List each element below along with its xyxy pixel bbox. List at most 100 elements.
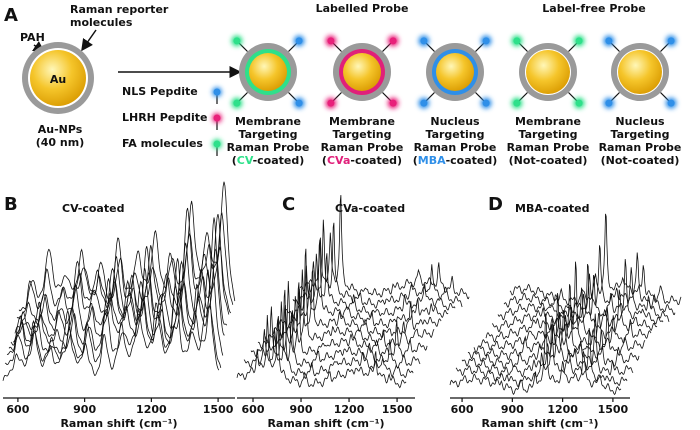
ligand-dot (389, 37, 397, 45)
spectrum-trace (14, 207, 232, 334)
x-tick-label: 1200 (547, 403, 578, 416)
legend-dot (213, 114, 221, 122)
pointer (81, 29, 97, 52)
coating-part: ( (322, 154, 327, 167)
spectrum-trace (18, 181, 236, 312)
gold-core (30, 50, 86, 106)
x-axis-label: Raman shift (cm⁻¹) (267, 417, 384, 430)
probe-core (526, 50, 570, 94)
spectrum-trace (485, 287, 658, 343)
spectrum-panel: B CV-coated 600 900 1200 1500 Raman shift (cm⁻… (2, 181, 236, 430)
ligand-dot (327, 37, 335, 45)
ligand-dot (605, 37, 613, 45)
spectrum-trace (236, 314, 407, 389)
np-caption: (40 nm) (36, 136, 85, 149)
x-tick-label: 600 (451, 403, 474, 416)
coating-part: ( (232, 154, 237, 167)
coating-part: CV (237, 154, 254, 167)
probe-core (618, 50, 662, 94)
probe-caption: Membrane (515, 115, 581, 128)
legend-label: FA molecules (122, 137, 203, 150)
ligand-dot (233, 37, 241, 45)
probe-coating: (MBA-coated) (413, 154, 498, 167)
legend-dot (213, 88, 221, 96)
spectrum-trace (278, 239, 449, 330)
spectrum-trace (491, 259, 664, 333)
spectrum-trace (497, 267, 670, 323)
x-tick-label: 900 (290, 403, 313, 416)
coating-part: MBA (418, 154, 446, 167)
spectrum-trace (449, 313, 622, 396)
panel-title: CVa-coated (335, 202, 405, 215)
probe-caption: Targeting (610, 128, 669, 141)
probe-caption: Targeting (425, 128, 484, 141)
spectrum-trace (461, 293, 634, 378)
spectrum-trace (243, 289, 414, 380)
spectrum-trace (4, 258, 222, 368)
panel-label: A (4, 5, 18, 26)
x-tick-label: 900 (501, 403, 524, 416)
spectrum-trace (264, 248, 435, 348)
ligand-dot (233, 99, 241, 107)
probe-caption: Targeting (332, 128, 391, 141)
probe-core (249, 53, 287, 91)
probe-caption: Targeting (518, 128, 577, 141)
panel-title: MBA-coated (515, 202, 590, 215)
x-tick-label: 1500 (598, 403, 629, 416)
probe-caption: Raman Probe (321, 141, 404, 154)
legend-dot (213, 140, 221, 148)
ligand-dot (575, 37, 583, 45)
x-tick-label: 1200 (334, 403, 365, 416)
ligand-dot (420, 37, 428, 45)
probe-caption: Raman Probe (599, 141, 682, 154)
spectrum-trace (8, 217, 225, 351)
panel-label: B (4, 194, 18, 215)
spectrum-trace (12, 213, 230, 343)
group-title: Labelled Probe (316, 2, 409, 15)
spectrum-trace (509, 213, 682, 306)
probe-caption: Raman Probe (414, 141, 497, 154)
np-caption: Au-NPs (38, 123, 83, 136)
probe-core (436, 53, 474, 91)
x-tick-label: 900 (73, 403, 96, 416)
probe-coating: (CV-coated) (232, 154, 305, 167)
reporter-label: molecules (70, 16, 133, 29)
ligand-dot (389, 99, 397, 107)
ligand-dot (513, 99, 521, 107)
coating-part: ( (413, 154, 418, 167)
spectrum-trace (299, 195, 470, 300)
x-tick-label: 600 (6, 403, 29, 416)
spectrum-trace (10, 246, 228, 346)
probe-coating: (Not-coated) (509, 154, 588, 167)
ligand-dot (295, 37, 303, 45)
coating-part: (Not-coated) (601, 154, 680, 167)
spectrum-trace (6, 262, 224, 356)
spectrum-trace (285, 253, 456, 318)
coating-part: -coated) (446, 154, 498, 167)
core-label: Au (50, 73, 66, 86)
spectrum-trace (271, 269, 442, 339)
coating-part: -coated) (350, 154, 402, 167)
ligand-dot (667, 37, 675, 45)
spectrum-trace (479, 261, 652, 351)
ligand-dot (605, 99, 613, 107)
spectrum-trace (292, 219, 463, 309)
shell-label: PAH (20, 31, 45, 44)
ligand-dot (295, 99, 303, 107)
ligand-dot (327, 99, 335, 107)
probe-caption: Membrane (235, 115, 301, 128)
probe-core (343, 53, 381, 91)
probe-coating: (CVa-coated) (322, 154, 402, 167)
probe-coating: (Not-coated) (601, 154, 680, 167)
x-axis-label: Raman shift (cm⁻¹) (60, 417, 177, 430)
spectrum-trace (257, 280, 428, 358)
x-tick-label: 600 (242, 403, 265, 416)
schematic: A PAH Raman reporter molecules Au Au-NPs… (4, 2, 681, 167)
x-tick-label: 1500 (382, 403, 413, 416)
legend-label: LHRH Pepdite (122, 111, 207, 124)
probe-caption: Raman Probe (227, 141, 310, 154)
legend-label: NLS Pepdite (122, 85, 198, 98)
x-tick-label: 1500 (203, 403, 234, 416)
